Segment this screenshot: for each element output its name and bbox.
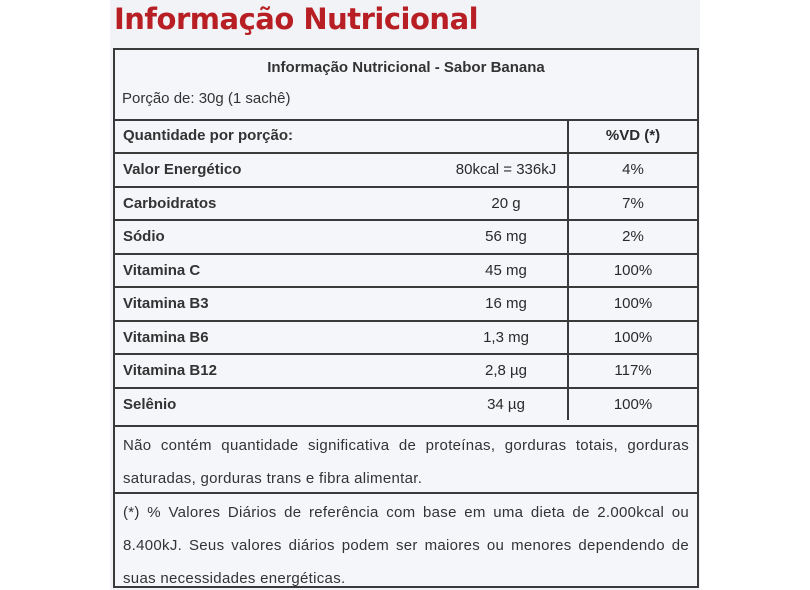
nutrient-name: Sódio — [115, 219, 385, 254]
table-header-row: Quantidade por porção: %VD (*) — [115, 119, 698, 153]
table-row: Vitamina B6 1,3 mg 100% — [115, 319, 698, 354]
table-row: Vitamina B3 16 mg 100% — [115, 286, 698, 321]
nutrition-header-title: Informação Nutricional - Sabor Banana — [267, 59, 545, 76]
column-header-quantity: Quantidade por porção: — [123, 127, 294, 144]
nutrition-facts-panel: Informação Nutricional - Sabor Banana Po… — [113, 48, 699, 588]
nutrient-amount: 45 mg — [385, 252, 569, 287]
nutrient-vd: 100% — [567, 386, 698, 420]
table-row: Carboidratos 20 g 7% — [115, 185, 698, 220]
nutrient-name: Valor Energético — [115, 152, 385, 187]
nutrient-vd: 100% — [567, 319, 698, 354]
nutrient-name: Vitamina C — [115, 252, 385, 287]
nutrient-amount: 1,3 mg — [385, 319, 569, 354]
nutrient-vd: 4% — [567, 152, 698, 187]
serving-size: Porção de: 30g (1 sachê) — [122, 90, 291, 107]
page-title: Informação Nutricional — [114, 2, 479, 36]
table-row: Vitamina C 45 mg 100% — [115, 252, 698, 287]
table-row: Valor Energético 80kcal = 336kJ 4% — [115, 152, 698, 187]
nutrient-amount: 2,8 µg — [385, 353, 569, 388]
table-row: Vitamina B12 2,8 µg 117% — [115, 353, 698, 388]
nutrient-name: Vitamina B3 — [115, 286, 385, 321]
nutrient-name: Vitamina B12 — [115, 353, 385, 388]
nutrient-vd: 7% — [567, 185, 698, 220]
nutrient-name: Carboidratos — [115, 185, 385, 220]
nutrient-amount: 16 mg — [385, 286, 569, 321]
nutrient-amount: 34 µg — [385, 386, 569, 420]
nutrient-amount: 20 g — [385, 185, 569, 220]
nutrition-header: Informação Nutricional - Sabor Banana Po… — [115, 50, 697, 121]
nutrient-vd: 100% — [567, 286, 698, 321]
table-row: Selênio 34 µg 100% — [115, 386, 698, 420]
nutrient-name: Vitamina B6 — [115, 319, 385, 354]
column-header-vd: %VD (*) — [567, 119, 698, 153]
nutrition-table: Quantidade por porção: %VD (*) Valor Ene… — [115, 119, 698, 420]
table-row: Sódio 56 mg 2% — [115, 219, 698, 254]
insignificant-nutrients-note: Não contém quantidade significativa de p… — [115, 425, 697, 492]
nutrient-vd: 117% — [567, 353, 698, 388]
nutrient-amount: 56 mg — [385, 219, 569, 254]
daily-values-footnote: (*) % Valores Diários de referência com … — [115, 492, 697, 588]
nutrient-name: Selênio — [115, 386, 385, 420]
nutrient-amount: 80kcal = 336kJ — [385, 152, 569, 187]
nutrient-vd: 2% — [567, 219, 698, 254]
nutrient-vd: 100% — [567, 252, 698, 287]
